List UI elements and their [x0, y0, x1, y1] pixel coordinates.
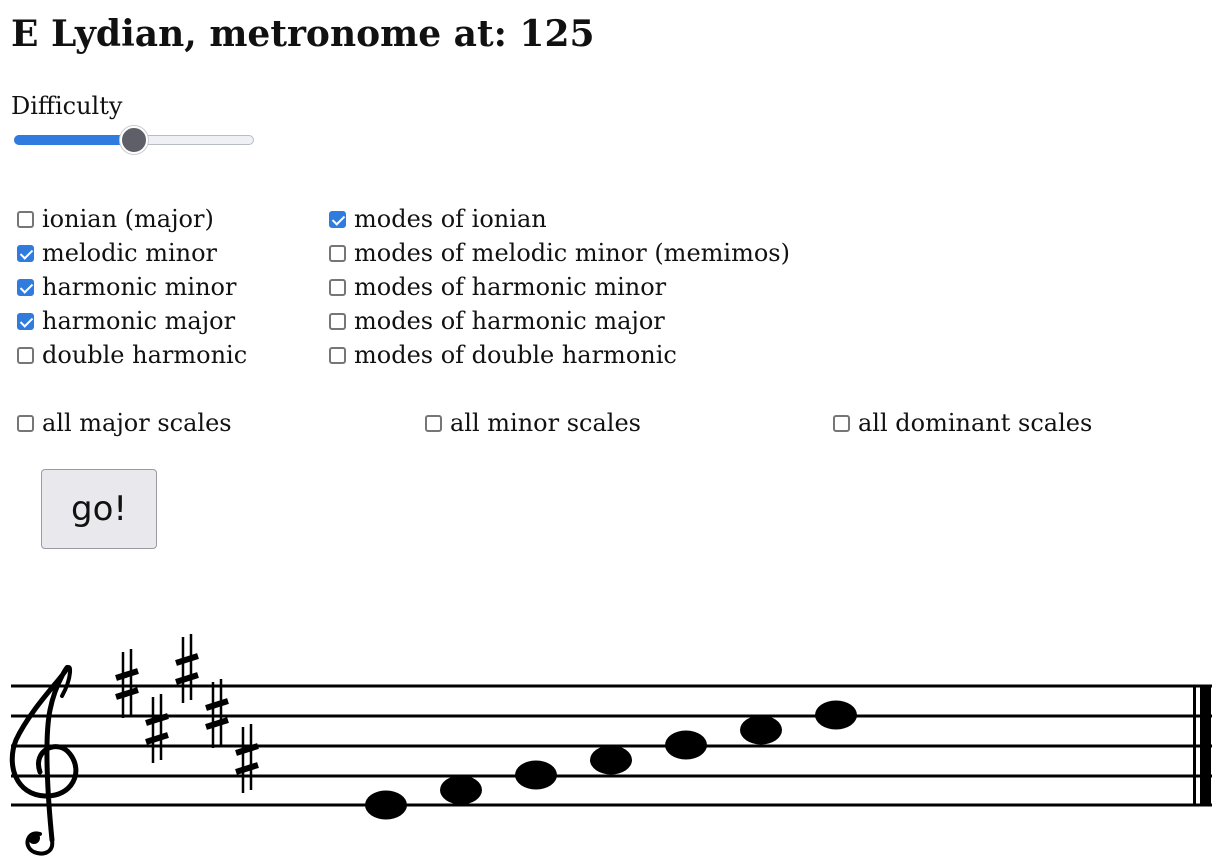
- note-head: [515, 760, 557, 790]
- thick-barline: [1200, 686, 1211, 805]
- melodic-minor-checkbox[interactable]: [17, 244, 34, 262]
- note-head: [590, 745, 632, 775]
- slider-fill: [14, 135, 134, 145]
- note-head: [665, 730, 707, 760]
- modes-of-harmonic-minor-checkbox[interactable]: [329, 278, 346, 296]
- option-ionian-major[interactable]: ionian (major): [0, 204, 214, 234]
- go-button[interactable]: go!: [41, 469, 157, 549]
- all-major-scales-label: all major scales: [42, 409, 232, 437]
- option-all-dominant-scales[interactable]: all dominant scales: [816, 408, 1092, 438]
- note-head: [440, 775, 482, 805]
- option-modes-of-ionian[interactable]: modes of ionian: [312, 204, 547, 234]
- modes-of-harmonic-minor-label: modes of harmonic minor: [354, 273, 667, 301]
- all-dominant-scales-checkbox[interactable]: [833, 414, 850, 432]
- thin-barline: [1193, 686, 1196, 805]
- modes-of-double-harmonic-label: modes of double harmonic: [354, 341, 677, 369]
- note-head: [815, 700, 857, 730]
- option-harmonic-minor[interactable]: harmonic minor: [0, 272, 236, 302]
- final-barline: [1193, 686, 1211, 805]
- option-melodic-minor[interactable]: melodic minor: [0, 238, 217, 268]
- harmonic-minor-label: harmonic minor: [42, 273, 237, 301]
- sharp-icon: [235, 724, 259, 793]
- all-dominant-scales-label: all dominant scales: [858, 409, 1093, 437]
- sharp-icon: [145, 694, 169, 763]
- difficulty-slider[interactable]: [14, 126, 254, 154]
- treble-clef-icon: [9, 665, 79, 856]
- option-modes-of-double-harmonic[interactable]: modes of double harmonic: [312, 340, 677, 370]
- double-harmonic-checkbox[interactable]: [17, 346, 34, 364]
- option-all-minor-scales[interactable]: all minor scales: [408, 408, 641, 438]
- page-title: E Lydian, metronome at: 125: [11, 13, 595, 55]
- note-head: [365, 790, 407, 820]
- ionian-major-checkbox[interactable]: [17, 210, 34, 228]
- modes-of-harmonic-major-label: modes of harmonic major: [354, 307, 665, 335]
- key-signature: [115, 634, 259, 793]
- modes-of-harmonic-major-checkbox[interactable]: [329, 312, 346, 330]
- modes-of-melodic-minor-checkbox[interactable]: [329, 244, 346, 262]
- modes-of-double-harmonic-checkbox[interactable]: [329, 346, 346, 364]
- harmonic-major-checkbox[interactable]: [17, 312, 34, 330]
- staff-lines: [11, 684, 1212, 807]
- note-head: [740, 715, 782, 745]
- sharp-icon: [175, 634, 199, 703]
- harmonic-major-label: harmonic major: [42, 307, 236, 335]
- option-modes-of-harmonic-major[interactable]: modes of harmonic major: [312, 306, 665, 336]
- option-all-major-scales[interactable]: all major scales: [0, 408, 232, 438]
- option-double-harmonic[interactable]: double harmonic: [0, 340, 247, 370]
- all-minor-scales-checkbox[interactable]: [425, 414, 442, 432]
- modes-of-ionian-label: modes of ionian: [354, 205, 547, 233]
- option-modes-of-melodic-minor[interactable]: modes of melodic minor (memimos): [312, 238, 790, 268]
- melodic-minor-label: melodic minor: [42, 239, 218, 267]
- ionian-major-label: ionian (major): [42, 205, 214, 233]
- all-major-scales-checkbox[interactable]: [17, 414, 34, 432]
- difficulty-label: Difficulty: [11, 92, 123, 120]
- all-minor-scales-label: all minor scales: [450, 409, 641, 437]
- option-modes-of-harmonic-minor[interactable]: modes of harmonic minor: [312, 272, 666, 302]
- music-staff: [9, 634, 1212, 856]
- harmonic-minor-checkbox[interactable]: [17, 278, 34, 296]
- sharp-icon: [205, 679, 229, 748]
- modes-of-melodic-minor-label: modes of melodic minor (memimos): [354, 239, 790, 267]
- scale-notes: [365, 700, 857, 820]
- modes-of-ionian-checkbox[interactable]: [329, 210, 346, 228]
- slider-thumb[interactable]: [120, 126, 148, 154]
- option-harmonic-major[interactable]: harmonic major: [0, 306, 235, 336]
- sharp-icon: [115, 649, 139, 718]
- double-harmonic-label: double harmonic: [42, 341, 248, 369]
